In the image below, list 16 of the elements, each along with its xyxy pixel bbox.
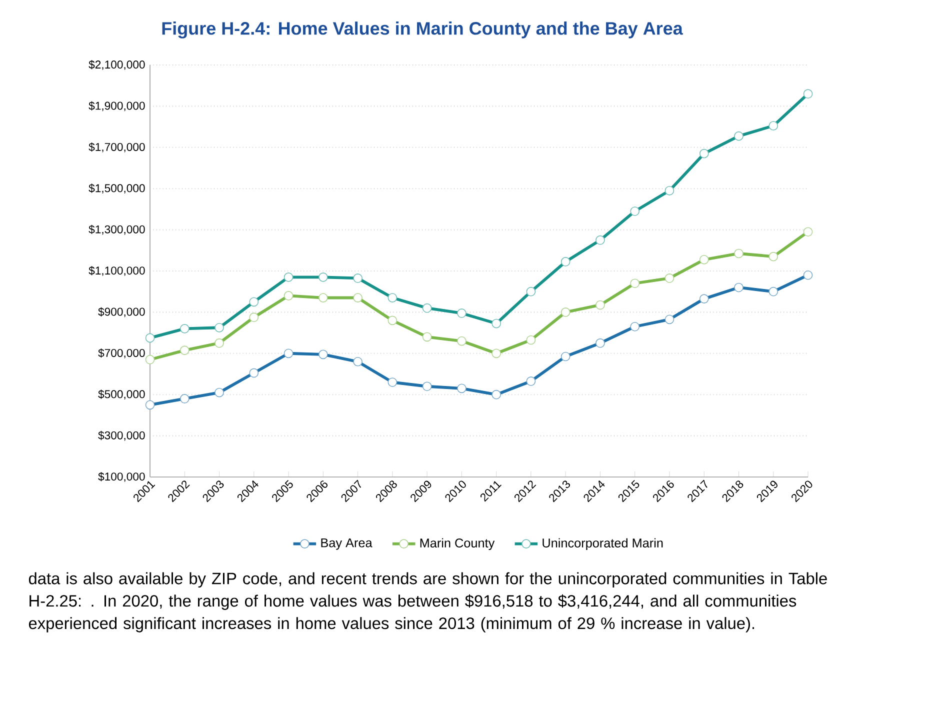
y-tick-label: $1,500,000 [88, 184, 145, 194]
text: data is also available by ZIP code, and recent trends are shown for the unincorporated communities in Table H-2.25: . In 2020, the range of home values was between $916,518 to $3,416,244, and all communities experienced significant increases in home values since 2013 (minimum of 29 % increase in value). [28, 572, 827, 632]
legend-label: Bay Area [321, 538, 372, 550]
y-tick-label: $1,700,000 [88, 142, 145, 152]
y-tick-label: $700,000 [98, 348, 145, 358]
y-tick-label: $100,000 [98, 472, 145, 482]
y-tick-label: $2,100,000 [88, 60, 145, 70]
legend-label: Marin County [420, 538, 495, 550]
y-tick-label: $900,000 [98, 307, 145, 318]
y-tick-label: $1,300,000 [88, 224, 145, 235]
y-tick-label: $1,100,000 [88, 266, 145, 276]
chart-title: Figure H-2.4: Home Values in Marin County and the Bay Area [162, 22, 683, 38]
y-tick-label: $500,000 [98, 390, 145, 400]
legend-label: Unincorporated Marin [542, 538, 663, 550]
y-tick-label: $300,000 [98, 430, 145, 441]
y-tick-label: $1,900,000 [88, 101, 145, 112]
